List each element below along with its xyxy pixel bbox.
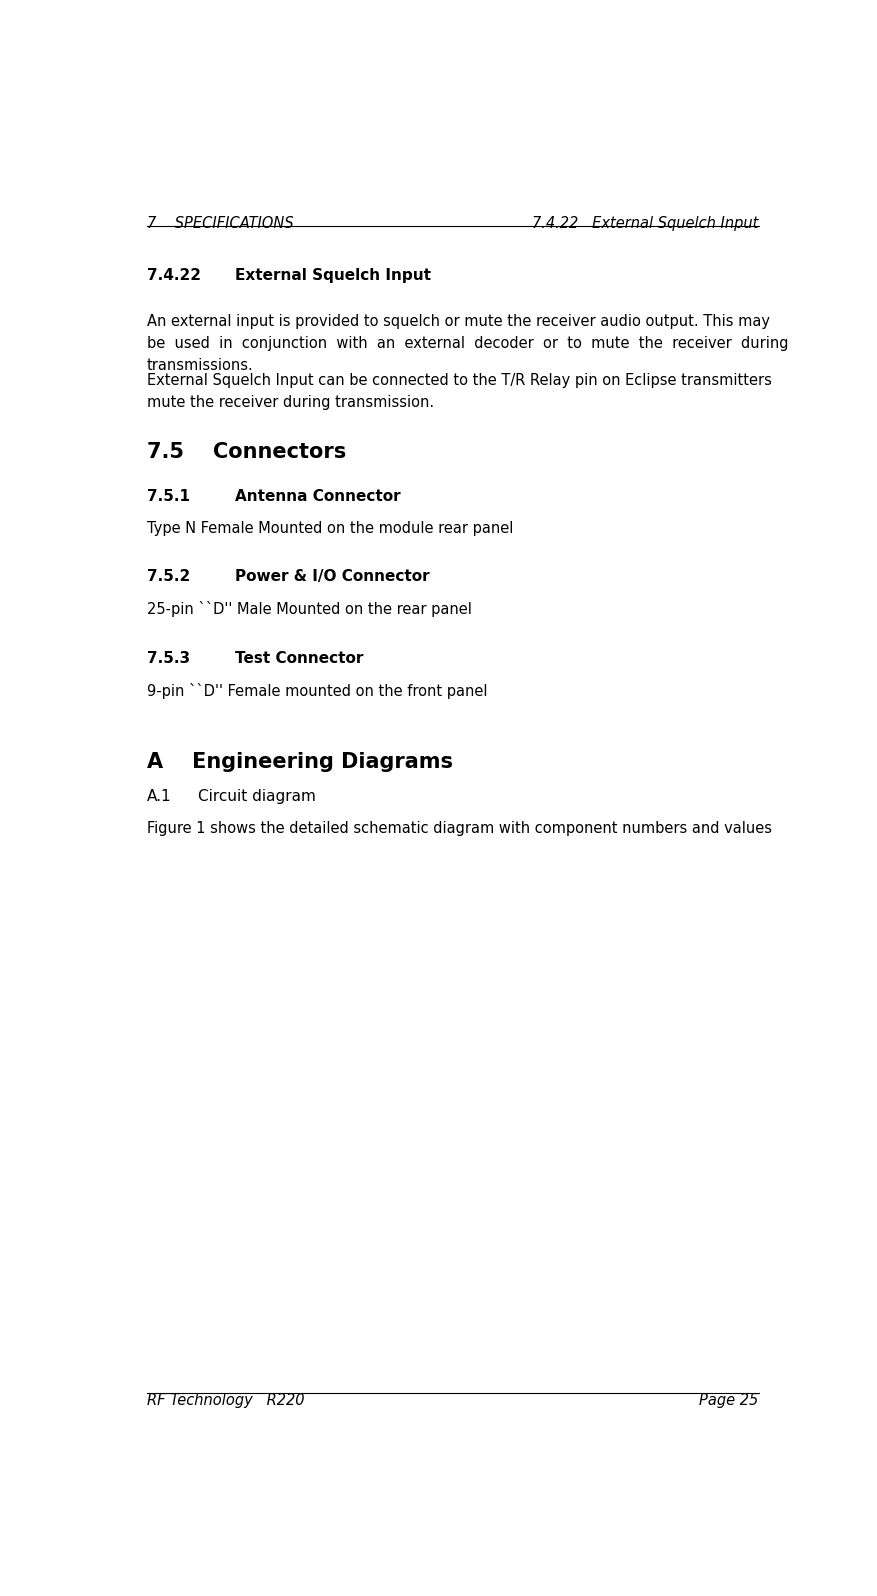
Text: 7.4.22: 7.4.22 [147,268,201,282]
Text: Page 25: Page 25 [700,1393,759,1408]
Text: Antenna Connector: Antenna Connector [235,488,401,504]
Text: Circuit diagram: Circuit diagram [198,788,316,804]
Text: An external input is provided to squelch or mute the receiver audio output. This: An external input is provided to squelch… [147,314,788,372]
Text: 7.5.2: 7.5.2 [147,568,190,584]
Text: External Squelch Input: External Squelch Input [235,268,431,282]
Text: 25-pin ``D'' Male Mounted on the rear panel: 25-pin ``D'' Male Mounted on the rear pa… [147,600,472,616]
Text: A.1: A.1 [147,788,172,804]
Text: 9-pin ``D'' Female mounted on the front panel: 9-pin ``D'' Female mounted on the front … [147,683,488,699]
Text: 7.5.3: 7.5.3 [147,651,190,666]
Text: Test Connector: Test Connector [235,651,364,666]
Text: 7    SPECIFICATIONS: 7 SPECIFICATIONS [147,215,294,231]
Text: 7.5    Connectors: 7.5 Connectors [147,442,346,463]
Text: 7.4.22   External Squelch Input: 7.4.22 External Squelch Input [532,215,759,231]
Text: External Squelch Input can be connected to the T/R Relay pin on Eclipse transmit: External Squelch Input can be connected … [147,373,772,410]
Text: A    Engineering Diagrams: A Engineering Diagrams [147,752,453,772]
Text: Type N Female Mounted on the module rear panel: Type N Female Mounted on the module rear… [147,520,513,536]
Text: Figure 1 shows the detailed schematic diagram with component numbers and values: Figure 1 shows the detailed schematic di… [147,820,772,836]
Text: 7.5.1: 7.5.1 [147,488,190,504]
Text: Power & I/O Connector: Power & I/O Connector [235,568,430,584]
Text: RF Technology   R220: RF Technology R220 [147,1393,304,1408]
